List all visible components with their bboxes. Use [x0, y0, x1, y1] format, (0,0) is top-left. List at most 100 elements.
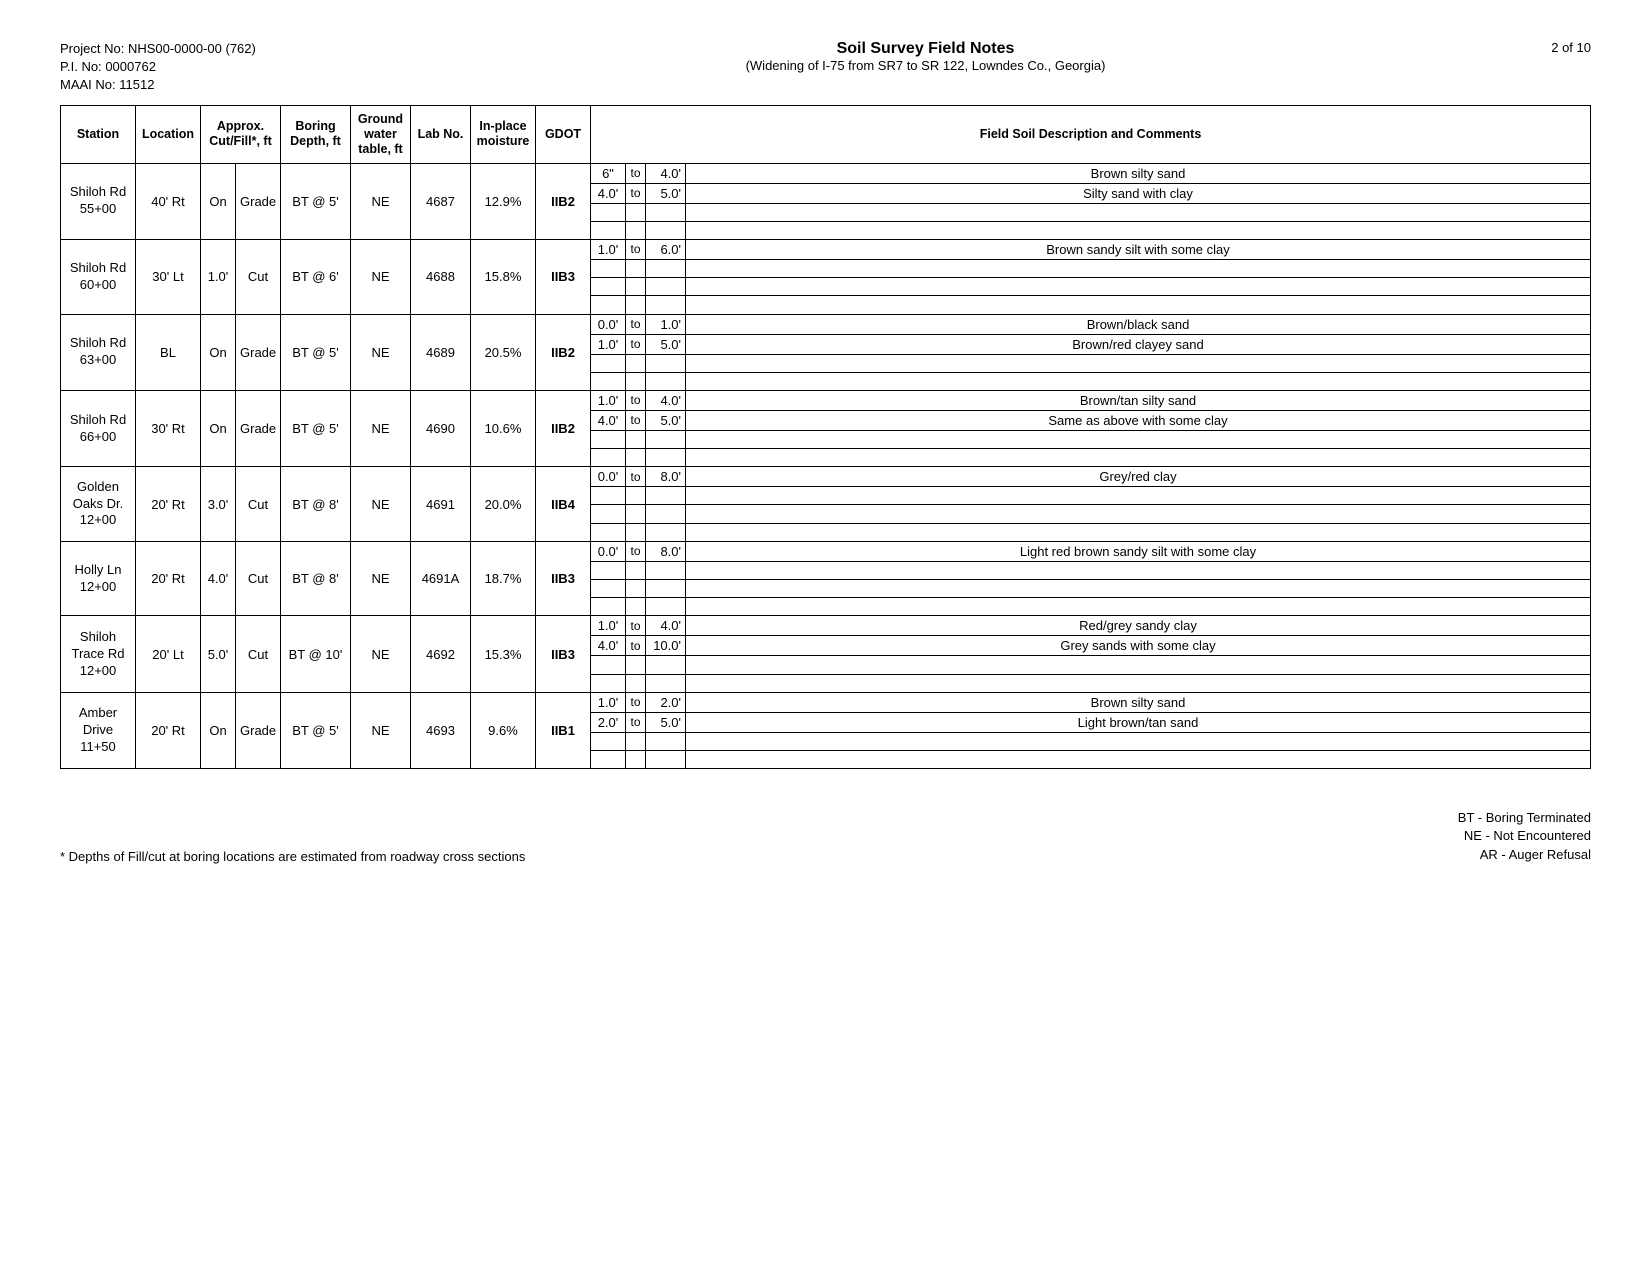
layer-from: [591, 656, 626, 674]
cutfill-a-cell: On: [201, 163, 236, 239]
location-cell: BL: [136, 314, 201, 390]
col-description: Field Soil Description and Comments: [591, 105, 1591, 163]
layer-to-label: [626, 221, 646, 239]
layer-to: 6.0': [646, 239, 686, 259]
boring-cell: BT @ 8': [281, 541, 351, 616]
layer-to-label: to: [626, 314, 646, 334]
layer-from: [591, 354, 626, 372]
table-row: Shiloh Rd 66+0030' RtOnGradeBT @ 5'NE469…: [61, 390, 1591, 410]
header-left: Project No: NHS00-0000-00 (762) P.I. No:…: [60, 40, 360, 95]
layer-description: Light brown/tan sand: [686, 712, 1591, 732]
page-footer: * Depths of Fill/cut at boring locations…: [60, 809, 1591, 864]
lab-cell: 4690: [411, 390, 471, 466]
station-cell: Shiloh Rd 63+00: [61, 314, 136, 390]
layer-description: [686, 732, 1591, 750]
layer-to: [646, 278, 686, 296]
cutfill-a-cell: 1.0': [201, 239, 236, 314]
lab-cell: 4692: [411, 616, 471, 692]
gdot-cell: IIB2: [536, 163, 591, 239]
station-cell: Amber Drive 11+50: [61, 692, 136, 768]
legend-item: NE - Not Encountered: [1458, 827, 1591, 845]
cutfill-b-cell: Cut: [236, 239, 281, 314]
layer-to-label: to: [626, 410, 646, 430]
layer-to: 5.0': [646, 410, 686, 430]
layer-to-label: [626, 523, 646, 541]
layer-description: [686, 523, 1591, 541]
cutfill-b-cell: Grade: [236, 692, 281, 768]
layer-from: [591, 674, 626, 692]
layer-from: 1.0': [591, 616, 626, 636]
layer-description: [686, 505, 1591, 523]
moisture-cell: 20.0%: [471, 467, 536, 542]
layer-to: [646, 523, 686, 541]
layer-description: Same as above with some clay: [686, 410, 1591, 430]
gdot-cell: IIB2: [536, 390, 591, 466]
layer-to: 8.0': [646, 541, 686, 561]
layer-to-label: to: [626, 636, 646, 656]
layer-description: Brown silty sand: [686, 692, 1591, 712]
layer-to-label: [626, 580, 646, 598]
gwt-cell: NE: [351, 390, 411, 466]
cutfill-b-cell: Grade: [236, 390, 281, 466]
layer-description: [686, 278, 1591, 296]
layer-description: [686, 598, 1591, 616]
layer-description: Silty sand with clay: [686, 183, 1591, 203]
layer-description: [686, 259, 1591, 277]
layer-description: Light red brown sandy silt with some cla…: [686, 541, 1591, 561]
gwt-cell: NE: [351, 239, 411, 314]
layer-description: Brown sandy silt with some clay: [686, 239, 1591, 259]
legend-item: BT - Boring Terminated: [1458, 809, 1591, 827]
cutfill-b-cell: Grade: [236, 314, 281, 390]
table-row: Shiloh Trace Rd 12+0020' Lt5.0'CutBT @ 1…: [61, 616, 1591, 636]
col-lab: Lab No.: [411, 105, 471, 163]
cutfill-b-cell: Cut: [236, 541, 281, 616]
layer-to-label: [626, 674, 646, 692]
footnote: * Depths of Fill/cut at boring locations…: [60, 849, 525, 864]
location-cell: 40' Rt: [136, 163, 201, 239]
layer-description: Brown silty sand: [686, 163, 1591, 183]
table-row: Shiloh Rd 63+00BLOnGradeBT @ 5'NE468920.…: [61, 314, 1591, 334]
col-cutfill: Approx. Cut/Fill*, ft: [201, 105, 281, 163]
layer-from: [591, 505, 626, 523]
layer-to-label: [626, 296, 646, 314]
layer-from: [591, 732, 626, 750]
layer-from: 1.0': [591, 239, 626, 259]
gwt-cell: NE: [351, 467, 411, 542]
layer-to-label: [626, 203, 646, 221]
gwt-cell: NE: [351, 541, 411, 616]
layer-to-label: [626, 278, 646, 296]
layer-to: [646, 732, 686, 750]
location-cell: 30' Rt: [136, 390, 201, 466]
layer-to: 4.0': [646, 163, 686, 183]
layer-description: Brown/red clayey sand: [686, 334, 1591, 354]
layer-from: [591, 203, 626, 221]
lab-cell: 4688: [411, 239, 471, 314]
layer-to-label: [626, 372, 646, 390]
layer-from: [591, 296, 626, 314]
layer-description: [686, 561, 1591, 579]
layer-from: [591, 523, 626, 541]
layer-from: [591, 750, 626, 768]
layer-description: Brown/black sand: [686, 314, 1591, 334]
layer-description: [686, 674, 1591, 692]
moisture-cell: 9.6%: [471, 692, 536, 768]
layer-to: [646, 505, 686, 523]
gdot-cell: IIB3: [536, 616, 591, 692]
layer-from: 4.0': [591, 636, 626, 656]
layer-to: 1.0': [646, 314, 686, 334]
page-header: Project No: NHS00-0000-00 (762) P.I. No:…: [60, 40, 1591, 95]
lab-cell: 4689: [411, 314, 471, 390]
station-cell: Golden Oaks Dr. 12+00: [61, 467, 136, 542]
layer-to-label: to: [626, 467, 646, 487]
gwt-cell: NE: [351, 616, 411, 692]
layer-to: [646, 372, 686, 390]
boring-cell: BT @ 8': [281, 467, 351, 542]
page-subtitle: (Widening of I-75 from SR7 to SR 122, Lo…: [360, 58, 1491, 73]
layer-to: [646, 561, 686, 579]
layer-from: [591, 561, 626, 579]
layer-to-label: to: [626, 239, 646, 259]
layer-to: [646, 449, 686, 467]
header-right: 2 of 10: [1491, 40, 1591, 55]
layer-description: [686, 580, 1591, 598]
table-header-row: Station Location Approx. Cut/Fill*, ft B…: [61, 105, 1591, 163]
